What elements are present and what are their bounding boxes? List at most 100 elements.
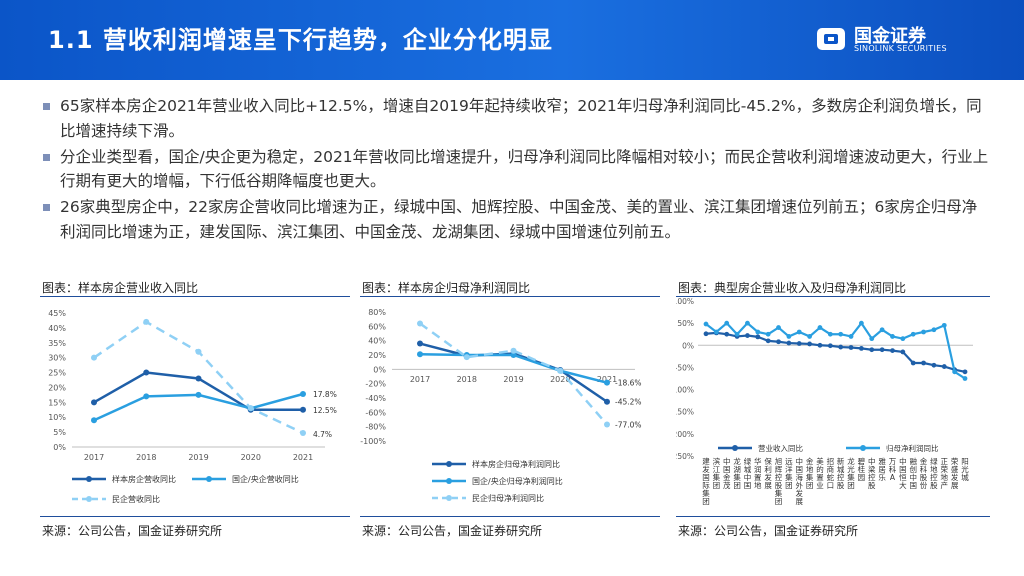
data-point — [195, 375, 202, 382]
data-point — [765, 338, 771, 344]
chart2-title-rule — [360, 296, 660, 297]
y-tick-label: 10% — [48, 413, 66, 422]
data-point — [910, 331, 916, 337]
data-point — [931, 327, 937, 333]
summary-bullets: 65家样本房企2021年营业收入同比+12.5%，增速自2019年起持续收窄；2… — [40, 94, 990, 246]
data-point — [807, 334, 812, 339]
data-point — [703, 321, 709, 327]
chart2-source: 来源：公司公告，国金证券研究所 — [362, 524, 543, 538]
series-line-2 — [93, 392, 304, 422]
data-point — [848, 345, 854, 350]
data-point — [786, 334, 792, 339]
data-point — [931, 362, 937, 368]
bullet-marker — [43, 204, 50, 211]
data-point — [755, 334, 761, 340]
data-point — [900, 349, 906, 355]
data-point — [247, 405, 254, 412]
x-tick-label: 2019 — [503, 375, 523, 384]
data-point — [890, 348, 895, 353]
data-point — [143, 393, 150, 400]
data-point — [745, 320, 750, 326]
x-tick-label: 阳光城 — [961, 457, 969, 482]
chart-typical-firms-yoy: -250% -200% -150% -100% -50% 0% 50% 100% 营业收入同比 归… — [676, 297, 973, 506]
data-point — [869, 336, 875, 342]
x-tick-label: 远洋集团 — [785, 457, 793, 490]
data-point — [838, 331, 844, 337]
data-point — [838, 344, 844, 350]
data-point — [817, 342, 823, 348]
data-point — [869, 347, 875, 353]
x-tick-label: 绿地控股 — [930, 457, 938, 490]
x-tick-label: 碧桂园 — [858, 456, 866, 482]
y-tick-label: -200% — [676, 430, 694, 439]
data-point — [859, 320, 864, 326]
bullet-item: 分企业类型看，国企/央企更为稳定，2021年营收同比增速提升，归母净利润同比降幅… — [40, 145, 990, 194]
y-tick-label: 60% — [368, 322, 386, 331]
chart1-bottom-rule — [40, 516, 350, 517]
x-tick-label: 2020 — [241, 453, 261, 462]
chart1-source: 来源：公司公告，国金证券研究所 — [42, 524, 223, 538]
y-tick-label: 45% — [48, 309, 66, 318]
data-point — [827, 331, 833, 337]
logo-text-en: SINOLINK SECURITIES — [854, 44, 947, 53]
y-tick-label: 15% — [48, 398, 66, 407]
y-tick-label: 20% — [368, 351, 386, 360]
y-tick-label: -80% — [365, 423, 386, 432]
bullet-marker — [43, 153, 50, 161]
data-point — [463, 354, 470, 361]
x-tick-label: 龙光集团 — [847, 456, 855, 490]
data-point — [807, 341, 812, 347]
y-tick-label: 0% — [53, 443, 66, 452]
x-tick-label: 建发国际集团 — [702, 456, 710, 506]
data-point — [724, 331, 730, 337]
x-tick-label: 2019 — [188, 453, 208, 462]
x-tick-label: 旭辉控股集团 — [775, 456, 783, 506]
header-bar: 1.1 营收利润增速呈下行趋势，企业分化明显 国金证券 SINOLINK SEC… — [0, 0, 1024, 80]
data-point — [776, 339, 781, 345]
data-label: 17.8% — [313, 390, 337, 399]
logo-text-cn: 国金证券 — [854, 26, 926, 47]
data-point — [195, 391, 202, 398]
x-tick-label: 融创中国 — [909, 456, 917, 490]
legend-marker — [446, 478, 452, 484]
y-tick-label: -40% — [365, 394, 386, 403]
data-point — [557, 367, 564, 374]
data-point — [776, 325, 781, 330]
chart2-bottom-rule — [360, 516, 660, 517]
x-tick-label: 滨江集团 — [713, 456, 721, 490]
legend-marker — [860, 445, 866, 451]
x-tick-label: 中国恒大 — [899, 456, 907, 490]
y-tick-label: 20% — [48, 383, 66, 392]
data-point — [848, 334, 854, 339]
data-point — [300, 406, 306, 413]
data-point — [910, 360, 916, 366]
data-point — [921, 360, 926, 366]
legend-label: 样本房企营收同比 — [112, 474, 176, 484]
legend-label: 营业收入同比 — [758, 443, 803, 453]
x-tick-label: 2021 — [597, 375, 617, 384]
data-point — [796, 329, 802, 335]
data-point — [817, 325, 823, 330]
y-tick-label: -100% — [360, 437, 386, 446]
data-label: -77.0% — [615, 421, 642, 430]
data-point — [827, 343, 833, 349]
x-tick-label: 新城控股 — [837, 456, 845, 490]
y-tick-label: 50% — [677, 319, 694, 328]
data-point — [143, 369, 150, 376]
data-point — [417, 351, 423, 358]
x-tick-label: 2017 — [410, 375, 430, 384]
data-point — [952, 369, 958, 375]
y-tick-label: -20% — [365, 380, 386, 389]
legend-label: 国企/央企归母净利润同比 — [472, 476, 563, 486]
bullet-item: 65家样本房企2021年营业收入同比+12.5%，增速自2019年起持续收窄；2… — [40, 94, 990, 143]
bullet-item: 26家典型房企中，22家房企营收同比增速为正，绿城中国、旭辉控股、中国金茂、美的… — [40, 195, 990, 244]
data-point — [755, 329, 761, 335]
legend-label: 样本房企归母净利润同比 — [472, 459, 560, 469]
legend-marker — [86, 496, 92, 502]
data-point — [604, 379, 610, 386]
page-title: 1.1 营收利润增速呈下行趋势，企业分化明显 — [48, 26, 553, 54]
data-point — [91, 354, 97, 361]
data-point — [510, 352, 517, 358]
x-tick-label: 中梁控股 — [868, 456, 876, 490]
x-tick-label: 金科股份 — [920, 456, 928, 490]
